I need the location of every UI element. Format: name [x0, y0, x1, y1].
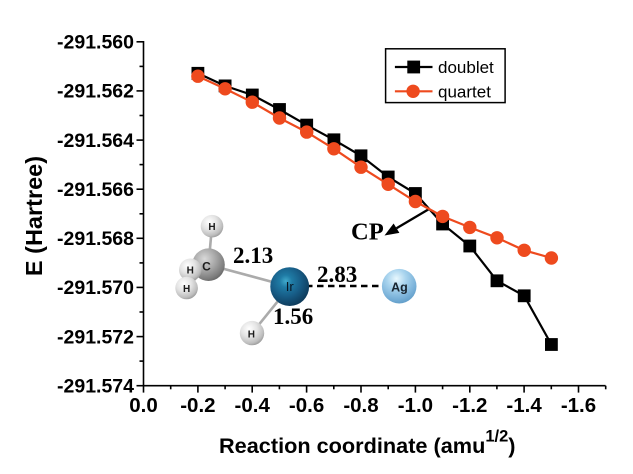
svg-text:2.83: 2.83	[317, 262, 357, 287]
svg-text:H: H	[208, 222, 215, 233]
svg-text:-291.564: -291.564	[57, 130, 134, 152]
svg-text:1.56: 1.56	[273, 304, 313, 329]
svg-text:0.0: 0.0	[129, 394, 158, 417]
svg-text:-291.572: -291.572	[57, 326, 134, 348]
svg-text:-1.0: -1.0	[398, 394, 433, 417]
svg-text:H: H	[248, 330, 255, 341]
svg-text:-1.6: -1.6	[561, 394, 596, 417]
svg-text:-291.566: -291.566	[57, 179, 134, 201]
svg-text:CP: CP	[351, 219, 384, 246]
svg-text:-0.4: -0.4	[235, 394, 271, 417]
svg-text:-291.560: -291.560	[57, 32, 134, 54]
svg-text:doublet: doublet	[438, 58, 494, 77]
svg-text:Ag: Ag	[391, 281, 408, 295]
svg-text:E (Hartree): E (Hartree)	[21, 156, 47, 276]
svg-text:2.13: 2.13	[233, 243, 273, 268]
svg-text:-1.4: -1.4	[506, 394, 542, 417]
svg-text:-291.568: -291.568	[57, 228, 134, 250]
svg-text:-291.570: -291.570	[57, 277, 134, 299]
svg-text:-1.2: -1.2	[452, 394, 487, 417]
svg-text:-0.8: -0.8	[343, 394, 378, 417]
svg-text:Ir: Ir	[286, 279, 295, 294]
svg-text:-0.6: -0.6	[289, 394, 324, 417]
svg-text:-291.574: -291.574	[57, 376, 134, 398]
svg-text:H: H	[183, 284, 190, 295]
svg-text:C: C	[202, 260, 211, 274]
svg-text:quartet: quartet	[438, 83, 491, 102]
svg-text:-291.562: -291.562	[57, 81, 134, 103]
svg-text:H: H	[187, 266, 194, 277]
svg-text:Reaction coordinate (amu1/2): Reaction coordinate (amu1/2)	[219, 428, 516, 459]
svg-text:-0.2: -0.2	[180, 394, 215, 417]
